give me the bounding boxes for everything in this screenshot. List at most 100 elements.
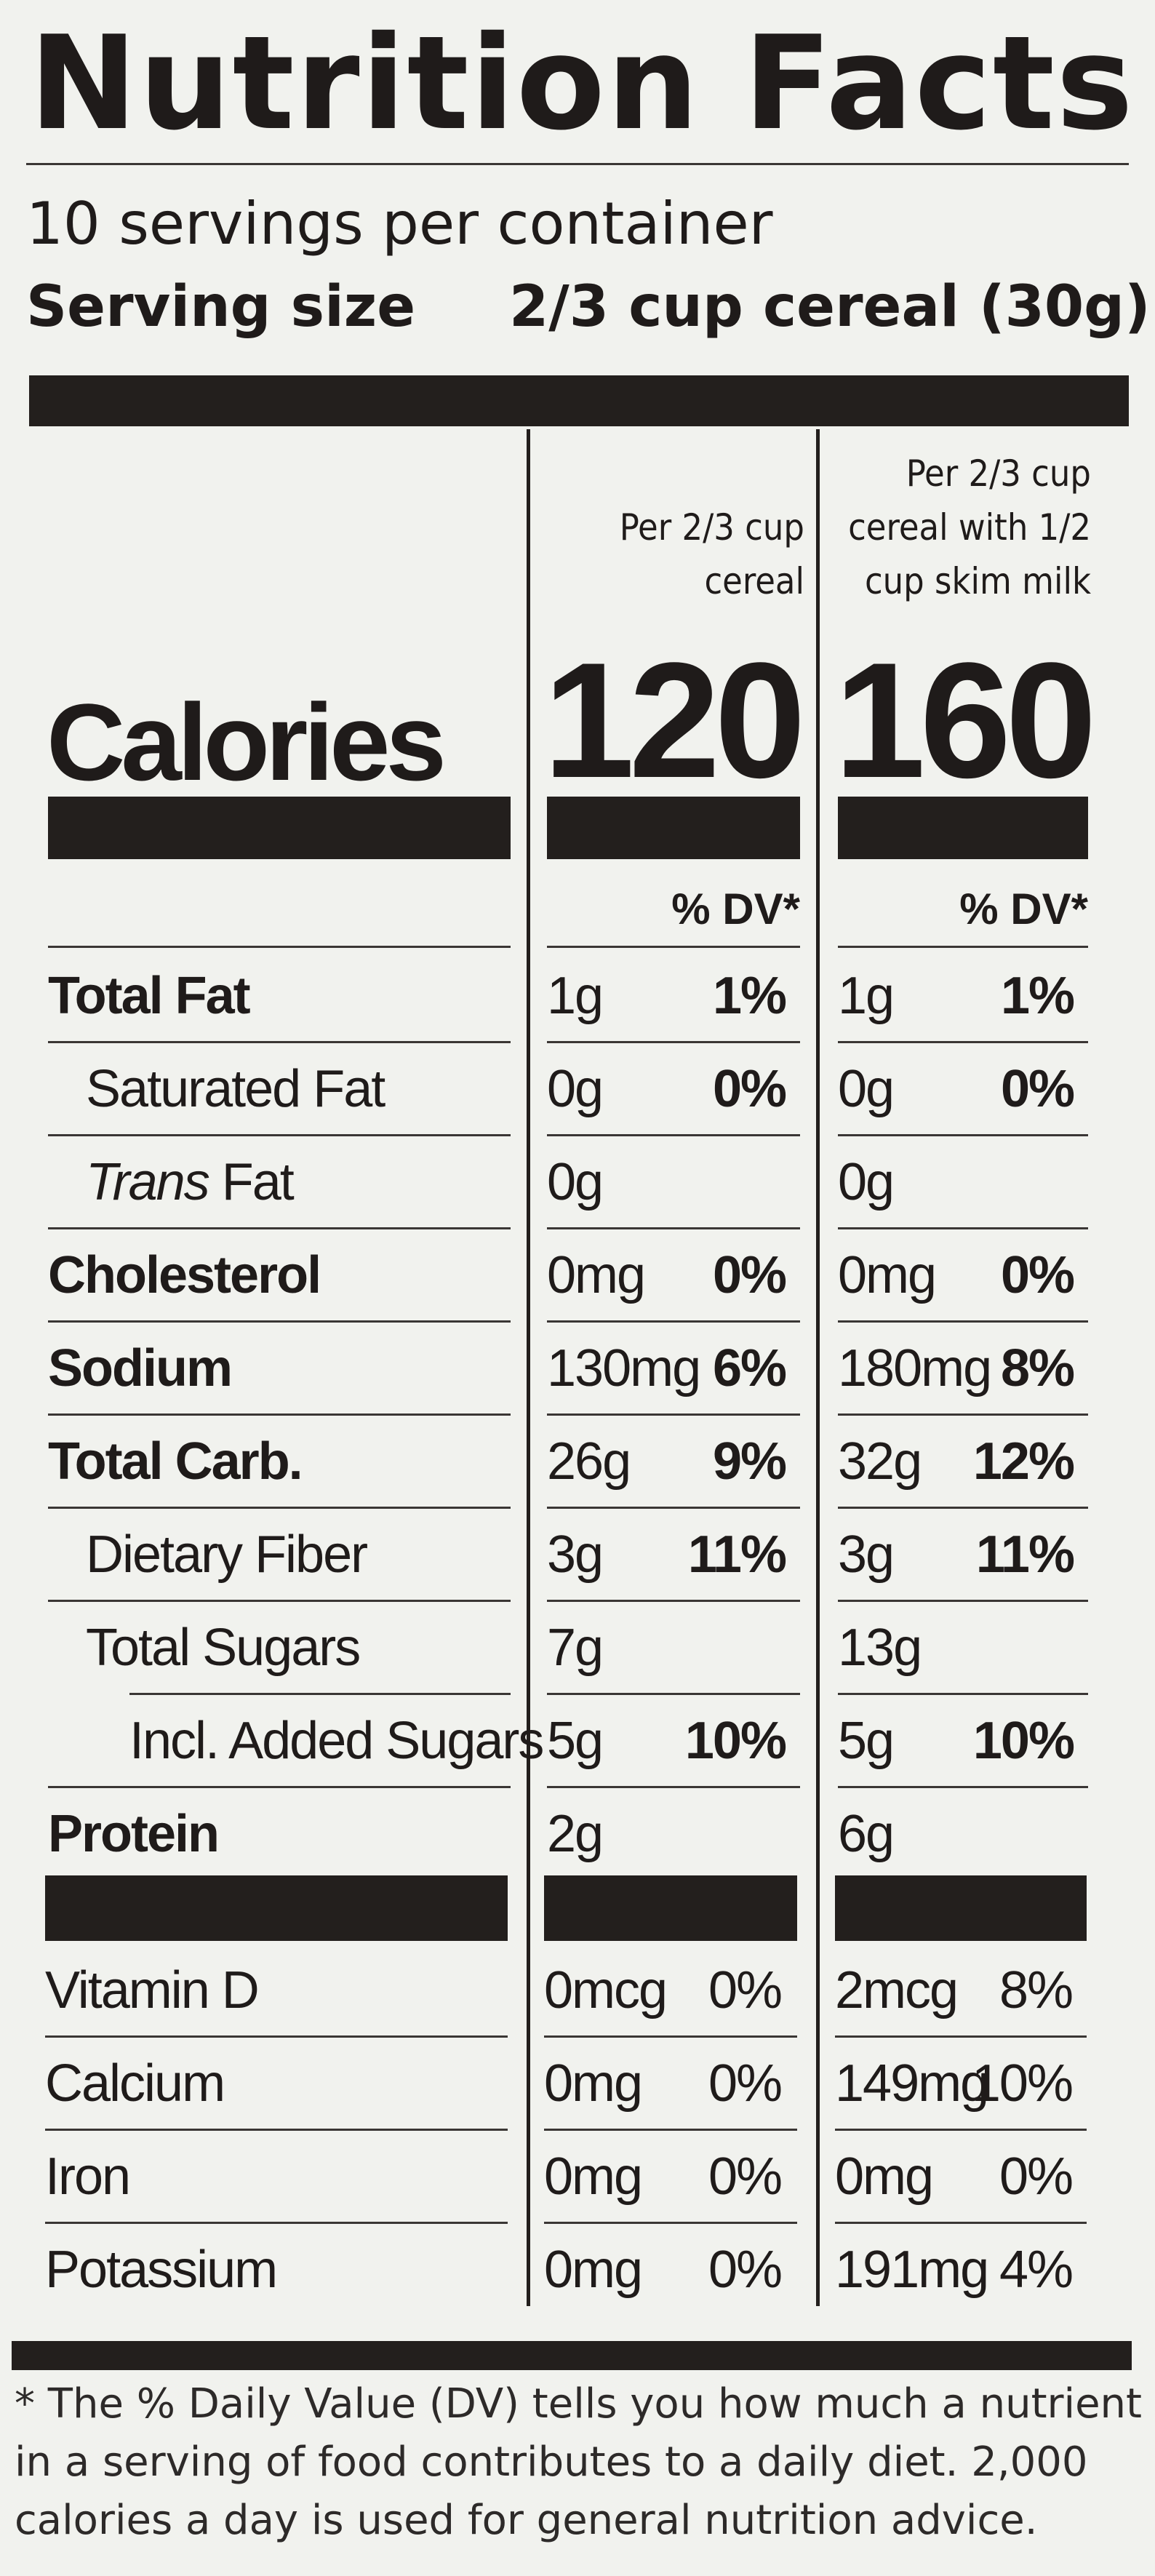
column-1-header: Per 2/3 cup cereal	[538, 501, 804, 608]
row-divider	[48, 1600, 511, 1602]
vitamin-dv-c1: 0%	[708, 2148, 783, 2206]
nutrient-amount-c2: 32g	[838, 1432, 922, 1491]
vitamin-dv-c1: 0%	[708, 2054, 783, 2113]
row-divider	[48, 1134, 511, 1136]
row-divider	[835, 2222, 1087, 2224]
vitamin-dv-c2: 0%	[999, 2148, 1074, 2206]
nutrient-amount-c2: 5g	[838, 1712, 895, 1770]
column-1-header-line: Per 2/3 cup	[619, 506, 804, 549]
vitamin-amount-c1: 0mcg	[544, 1961, 668, 2019]
vitamin-row: Iron 0mg 0% 0mg 0%	[0, 2130, 1155, 2223]
nutrient-dv-c2: 1%	[1000, 967, 1075, 1025]
vitamin-label: Calcium	[45, 2054, 225, 2113]
nutrient-dv-c1: 0%	[712, 1060, 787, 1118]
row-divider	[547, 1693, 800, 1695]
row-divider	[838, 1413, 1088, 1416]
serving-size-label: Serving size	[26, 274, 416, 340]
calories-label: Calories	[47, 681, 447, 803]
vitamin-dv-c2: 8%	[999, 1961, 1074, 2019]
row-divider	[48, 1227, 511, 1229]
nutrient-label: Total Sugars	[86, 1619, 361, 1677]
column-2-header-line: Per 2/3 cup	[906, 452, 1091, 495]
nutrient-label: Cholesterol	[48, 1246, 321, 1304]
nutrient-amount-c1: 3g	[547, 1526, 604, 1584]
column-2-header: Per 2/3 cup cereal with 1/2 cup skim mil…	[829, 447, 1091, 608]
nutrient-label-italic: Trans	[86, 1153, 210, 1211]
nutrient-row: Protein 2g 6g	[0, 1787, 1155, 1881]
nutrient-row: Trans Fat 0g 0g	[0, 1136, 1155, 1229]
title-word-facts: Facts	[743, 8, 1135, 159]
nutrient-dv-c1: 6%	[712, 1339, 787, 1397]
nutrient-dv-c1: 0%	[712, 1246, 787, 1304]
footnote: * The % Daily Value (DV) tells you how m…	[15, 2380, 1143, 2544]
nutrient-row: Total Fat 1g 1% 1g 1%	[0, 949, 1155, 1042]
nutrient-amount-c1: 2g	[547, 1805, 604, 1863]
nutrient-amount-c2: 13g	[838, 1619, 922, 1677]
nutrient-label: Incl. Added Sugars	[129, 1712, 544, 1770]
dv-header-column-2: % DV*	[959, 885, 1088, 933]
nutrient-amount-c1: 26g	[547, 1432, 631, 1491]
row-divider	[838, 1600, 1088, 1602]
nutrient-amount-c1: 130mg	[547, 1339, 701, 1397]
vitamin-amount-c2: 149mg	[835, 2054, 989, 2113]
column-2-header-line: cereal with 1/2	[848, 506, 1091, 549]
nutrient-label: Protein	[48, 1805, 220, 1863]
row-divider	[48, 1507, 511, 1509]
row-divider	[547, 1227, 800, 1229]
nutrient-amount-c1: 5g	[547, 1712, 604, 1770]
nutrient-amount-c2: 0g	[838, 1153, 895, 1211]
column-divider-2	[816, 429, 820, 2306]
vitamin-amount-c2: 0mg	[835, 2148, 934, 2206]
nutrient-amount-c1: 7g	[547, 1619, 604, 1677]
nutrient-amount-c1: 1g	[547, 967, 604, 1025]
nutrient-row: Incl. Added Sugars 5g 10% 5g 10%	[0, 1694, 1155, 1787]
title-divider	[26, 163, 1129, 165]
row-divider	[838, 1320, 1088, 1323]
row-divider	[547, 1134, 800, 1136]
nutrient-row: Dietary Fiber 3g 11% 3g 11%	[0, 1508, 1155, 1601]
nutrient-dv-c2: 10%	[972, 1712, 1075, 1770]
row-divider	[544, 2035, 797, 2038]
nutrient-dv-c1: 10%	[684, 1712, 787, 1770]
row-divider	[838, 1507, 1088, 1509]
row-divider	[45, 2129, 508, 2131]
nutrient-label: Total Carb.	[48, 1432, 303, 1491]
nutrient-dv-c2: 8%	[1000, 1339, 1075, 1397]
row-divider	[48, 946, 511, 948]
nutrient-amount-c2: 3g	[838, 1526, 895, 1584]
serving-size-value: 2/3 cup cereal (30g)	[509, 274, 1151, 340]
nutrient-amount-c2: 0mg	[838, 1246, 937, 1304]
calories-bar-column-1	[547, 797, 800, 859]
column-1-header-line: cereal	[704, 560, 804, 602]
row-divider	[838, 946, 1088, 948]
column-divider-1	[527, 429, 530, 2306]
row-divider	[547, 1600, 800, 1602]
nutrient-dv-c1: 11%	[687, 1526, 787, 1584]
row-divider	[48, 1320, 511, 1323]
row-divider	[838, 1041, 1088, 1043]
thick-divider-bottom	[12, 2341, 1132, 2370]
nutrient-dv-c2: 0%	[1000, 1060, 1075, 1118]
row-divider	[835, 2035, 1087, 2038]
row-divider	[547, 1786, 800, 1788]
vitamin-amount-c1: 0mg	[544, 2148, 643, 2206]
vitamin-amount-c2: 191mg	[835, 2241, 989, 2299]
row-divider	[547, 1320, 800, 1323]
row-divider	[838, 1227, 1088, 1229]
vitamin-label: Vitamin D	[45, 1961, 260, 2019]
row-divider	[547, 946, 800, 948]
row-divider	[544, 2222, 797, 2224]
nutrient-row: Cholesterol 0mg 0% 0mg 0%	[0, 1229, 1155, 1322]
calories-bar-label	[48, 797, 511, 859]
nutrient-label: Dietary Fiber	[86, 1526, 368, 1584]
vitamin-label: Iron	[45, 2148, 131, 2206]
row-divider	[838, 1134, 1088, 1136]
nutrient-dv-c1: 9%	[712, 1432, 787, 1491]
row-divider	[129, 1693, 511, 1695]
row-divider	[48, 1786, 511, 1788]
nutrient-amount-c1: 0mg	[547, 1246, 646, 1304]
vitamin-bar-column-2	[835, 1875, 1087, 1941]
vitamin-amount-c1: 0mg	[544, 2054, 643, 2113]
vitamin-dv-c2: 10%	[971, 2054, 1074, 2113]
calories-bar-column-2	[838, 797, 1088, 859]
